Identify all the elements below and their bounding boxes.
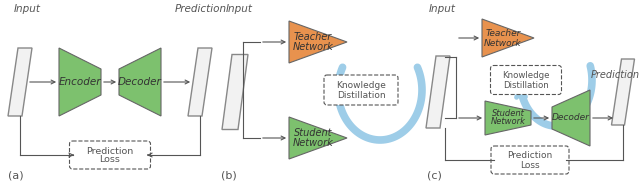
Text: (c): (c) — [427, 170, 442, 180]
Text: Student: Student — [294, 128, 332, 138]
Polygon shape — [289, 117, 347, 159]
Polygon shape — [611, 59, 634, 125]
Text: Decoder: Decoder — [552, 114, 590, 122]
Text: Loss: Loss — [520, 161, 540, 169]
Text: Prediction: Prediction — [86, 147, 134, 156]
FancyBboxPatch shape — [491, 146, 569, 174]
Text: Input: Input — [429, 4, 456, 14]
Text: (b): (b) — [221, 170, 237, 180]
Text: (a): (a) — [8, 170, 24, 180]
Text: Input: Input — [226, 4, 253, 14]
Text: Teacher: Teacher — [294, 32, 332, 42]
Polygon shape — [222, 55, 248, 130]
Polygon shape — [119, 48, 161, 116]
Text: Knowledge: Knowledge — [336, 82, 386, 90]
Text: Distillation: Distillation — [503, 80, 549, 90]
Text: Input: Input — [14, 4, 41, 14]
Text: Network: Network — [292, 138, 333, 148]
Text: Prediction: Prediction — [508, 152, 552, 161]
Text: Network: Network — [484, 38, 522, 48]
Text: Distillation: Distillation — [337, 90, 385, 100]
Polygon shape — [482, 19, 534, 57]
FancyBboxPatch shape — [70, 141, 150, 169]
Text: Network: Network — [292, 42, 333, 52]
Text: Student: Student — [492, 110, 524, 119]
Text: Network: Network — [490, 117, 525, 127]
Polygon shape — [8, 48, 32, 116]
Text: Knowledge: Knowledge — [502, 71, 550, 80]
Text: Decoder: Decoder — [118, 77, 162, 87]
Text: Teacher: Teacher — [485, 28, 521, 38]
Polygon shape — [59, 48, 101, 116]
Text: Prediction: Prediction — [591, 70, 640, 80]
Polygon shape — [188, 48, 212, 116]
Text: Loss: Loss — [100, 156, 120, 164]
Polygon shape — [552, 90, 590, 146]
Text: Prediction: Prediction — [175, 4, 227, 14]
Polygon shape — [426, 56, 450, 128]
FancyBboxPatch shape — [490, 65, 561, 95]
Polygon shape — [289, 21, 347, 63]
Text: Encoder: Encoder — [59, 77, 101, 87]
Polygon shape — [485, 101, 531, 135]
FancyBboxPatch shape — [324, 75, 398, 105]
